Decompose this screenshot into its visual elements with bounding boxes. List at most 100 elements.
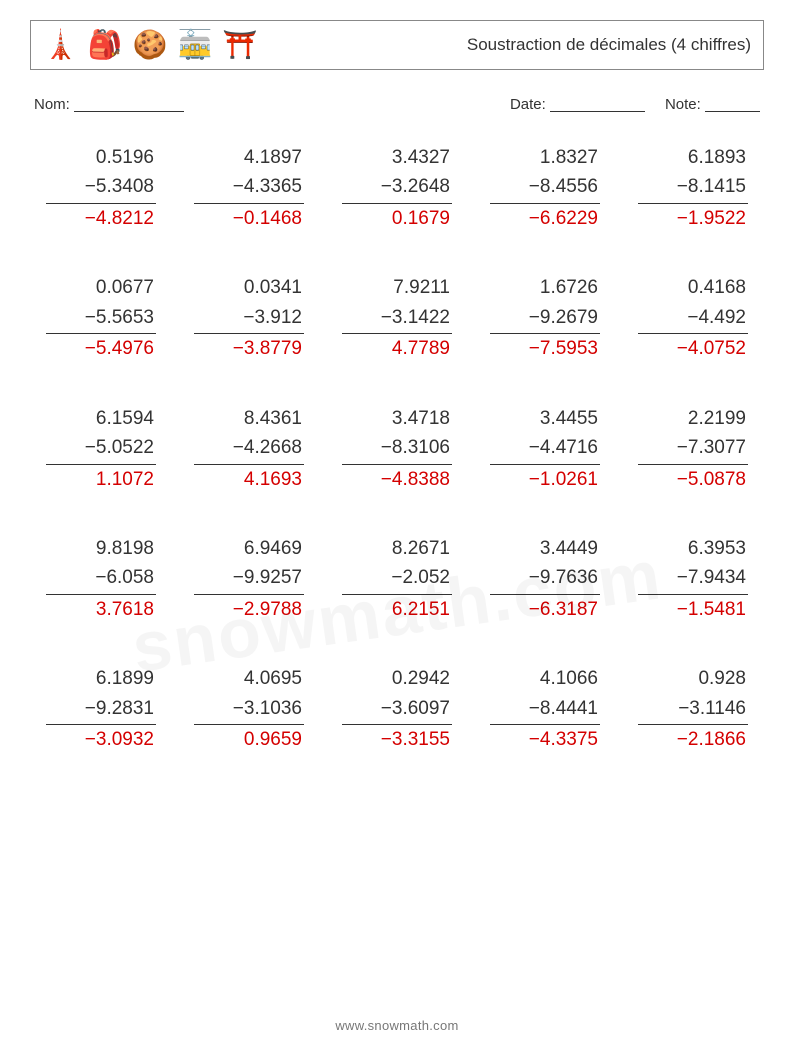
answer: −5.0878 (638, 465, 748, 494)
subtrahend: −7.9434 (638, 563, 748, 594)
subtrahend: −8.3106 (342, 433, 452, 464)
minuend: 4.1897 (194, 143, 304, 172)
answer: 4.7789 (342, 334, 452, 363)
problem: 1.8327−8.4556−6.6229 (490, 143, 600, 233)
subtrahend: −9.2679 (490, 303, 600, 334)
subtrahend: −5.3408 (46, 172, 156, 203)
minuend: 1.8327 (490, 143, 600, 172)
answer: 3.7618 (46, 595, 156, 624)
note-field: Note: (665, 94, 760, 113)
answer: −4.3375 (490, 725, 600, 754)
problem: 4.0695−3.10360.9659 (194, 664, 304, 754)
subtrahend: −4.3365 (194, 172, 304, 203)
tram-icon: 🚋 (178, 31, 213, 59)
problems-grid: 0.5196−5.3408−4.8212 4.1897−4.3365−0.1468… (30, 143, 764, 755)
subtrahend: −3.1036 (194, 694, 304, 725)
date-field: Date: (510, 94, 645, 113)
minuend: 3.4718 (342, 404, 452, 433)
problem: 3.4327−3.26480.1679 (342, 143, 452, 233)
answer: −1.0261 (490, 465, 600, 494)
subtrahend: −5.5653 (46, 303, 156, 334)
problem: 0.0341−3.912−3.8779 (194, 273, 304, 363)
minuend: 6.1899 (46, 664, 156, 693)
problem: 4.1897−4.3365−0.1468 (194, 143, 304, 233)
minuend: 6.9469 (194, 534, 304, 563)
subtrahend: −6.058 (46, 563, 156, 594)
answer: 0.9659 (194, 725, 304, 754)
minuend: 9.8198 (46, 534, 156, 563)
answer: −4.8212 (46, 204, 156, 233)
torii-icon: ⛩️ (223, 31, 258, 59)
problem: 8.2671−2.0526.2151 (342, 534, 452, 624)
subtrahend: −5.0522 (46, 433, 156, 464)
coin-icon: 🍪 (133, 31, 168, 59)
minuend: 7.9211 (342, 273, 452, 302)
answer: −2.1866 (638, 725, 748, 754)
problem: 6.1899−9.2831−3.0932 (46, 664, 156, 754)
problem: 1.6726−9.2679−7.5953 (490, 273, 600, 363)
minuend: 0.2942 (342, 664, 452, 693)
note-underline[interactable] (705, 97, 760, 112)
tower-icon: 🗼 (43, 31, 78, 59)
subtrahend: −4.492 (638, 303, 748, 334)
minuend: 3.4327 (342, 143, 452, 172)
answer: 4.1693 (194, 465, 304, 494)
subtrahend: −3.912 (194, 303, 304, 334)
minuend: 0.0341 (194, 273, 304, 302)
answer: −1.5481 (638, 595, 748, 624)
problem: 6.9469−9.9257−2.9788 (194, 534, 304, 624)
minuend: 6.3953 (638, 534, 748, 563)
bag-icon: 🎒 (88, 31, 123, 59)
minuend: 6.1893 (638, 143, 748, 172)
problem: 6.1893−8.1415−1.9522 (638, 143, 748, 233)
answer: −2.9788 (194, 595, 304, 624)
subtrahend: −9.9257 (194, 563, 304, 594)
subtrahend: −4.2668 (194, 433, 304, 464)
subtrahend: −3.2648 (342, 172, 452, 203)
minuend: 1.6726 (490, 273, 600, 302)
date-label: Date: (510, 96, 546, 113)
minuend: 0.4168 (638, 273, 748, 302)
info-spacer (184, 94, 510, 113)
subtrahend: −9.7636 (490, 563, 600, 594)
minuend: 0.0677 (46, 273, 156, 302)
problem: 6.3953−7.9434−1.5481 (638, 534, 748, 624)
minuend: 0.5196 (46, 143, 156, 172)
answer: −5.4976 (46, 334, 156, 363)
answer: 1.1072 (46, 465, 156, 494)
subtrahend: −4.4716 (490, 433, 600, 464)
minuend: 4.1066 (490, 664, 600, 693)
minuend: 3.4449 (490, 534, 600, 563)
subtrahend: −8.4441 (490, 694, 600, 725)
answer: −0.1468 (194, 204, 304, 233)
worksheet-page: 🗼 🎒 🍪 🚋 ⛩️ Soustraction de décimales (4 … (0, 0, 794, 1053)
name-field: Nom: (34, 94, 184, 113)
minuend: 4.0695 (194, 664, 304, 693)
answer: −1.9522 (638, 204, 748, 233)
subtrahend: −7.3077 (638, 433, 748, 464)
minuend: 6.1594 (46, 404, 156, 433)
subtrahend: −8.1415 (638, 172, 748, 203)
minuend: 8.2671 (342, 534, 452, 563)
name-underline[interactable] (74, 97, 184, 112)
minuend: 0.928 (638, 664, 748, 693)
problem: 6.1594−5.05221.1072 (46, 404, 156, 494)
minuend: 2.2199 (638, 404, 748, 433)
footer-text: www.snowmath.com (0, 1018, 794, 1033)
note-label: Note: (665, 96, 701, 113)
problem: 0.928−3.1146−2.1866 (638, 664, 748, 754)
answer: 6.2151 (342, 595, 452, 624)
answer: −7.5953 (490, 334, 600, 363)
date-underline[interactable] (550, 97, 645, 112)
answer: −3.8779 (194, 334, 304, 363)
problem: 4.1066−8.4441−4.3375 (490, 664, 600, 754)
answer: −4.0752 (638, 334, 748, 363)
minuend: 8.4361 (194, 404, 304, 433)
minuend: 3.4455 (490, 404, 600, 433)
problem: 7.9211−3.14224.7789 (342, 273, 452, 363)
problem: 0.5196−5.3408−4.8212 (46, 143, 156, 233)
problem: 0.4168−4.492−4.0752 (638, 273, 748, 363)
subtrahend: −8.4556 (490, 172, 600, 203)
info-row: Nom: Date: Note: (34, 94, 760, 113)
answer: −3.0932 (46, 725, 156, 754)
